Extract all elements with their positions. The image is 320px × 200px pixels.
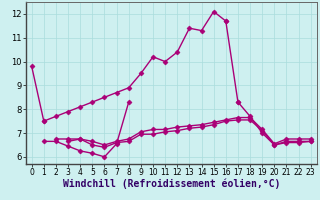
X-axis label: Windchill (Refroidissement éolien,°C): Windchill (Refroidissement éolien,°C) xyxy=(62,179,280,189)
